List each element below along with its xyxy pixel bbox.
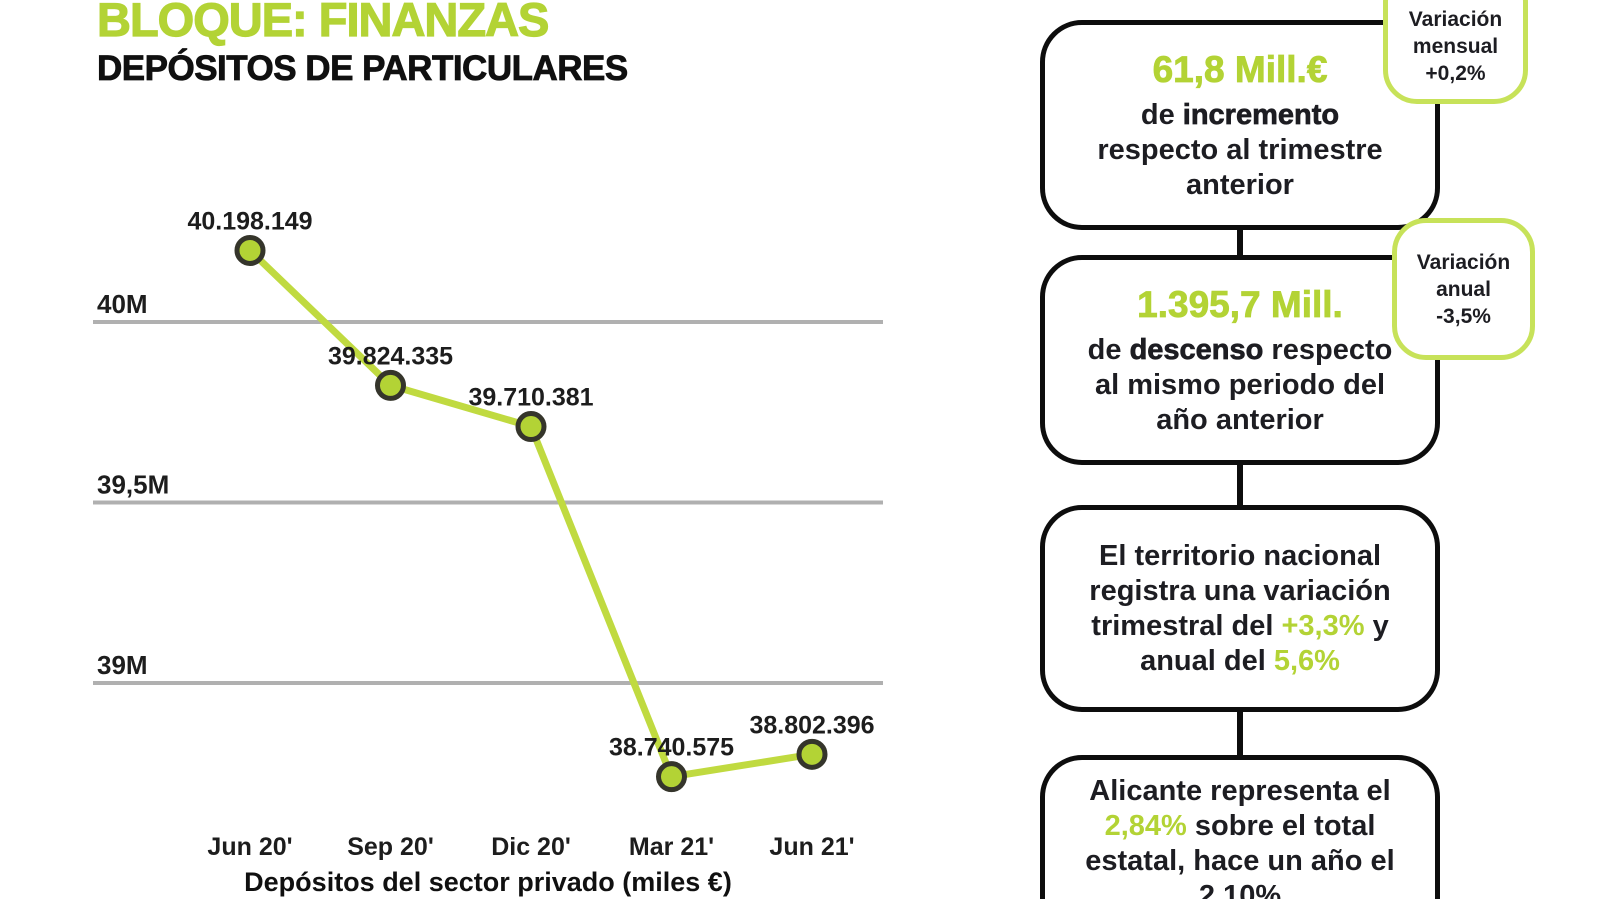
flow-box-annual-decrease-line-3: año anterior [1156, 403, 1324, 438]
flow-box-alicante-share-line-4: 2,10% [1199, 879, 1281, 899]
flow-box-quarterly-increase: 61,8 Mill.€ de incremento respecto al trim… [1040, 20, 1440, 230]
text-segment: 2,84% [1104, 810, 1187, 842]
y-tick-label: 39,5M [97, 470, 169, 500]
text-segment: y [1364, 609, 1389, 642]
text-segment: 2,10% [1198, 880, 1282, 899]
text-segment: anual del [1140, 644, 1274, 677]
flow-box-quarterly-increase-highlight: 61,8 Mill.€ [1152, 48, 1328, 90]
x-tick-label: Mar 21' [629, 833, 714, 861]
text-segment: El territorio nacional [1099, 539, 1381, 572]
deposits-line-chart: 40M 39,5M 39M 40.198.149 39.824.335 39.710.38… [93, 207, 883, 897]
block-title: BLOQUE: FINANZAS [96, 0, 550, 46]
data-point [375, 369, 406, 401]
connector-line-2 [1237, 463, 1243, 508]
data-point-label: 38.740.575 [609, 734, 734, 762]
connector-line-3 [1237, 710, 1243, 758]
flow-box-national-variation-line-2: registra una variación [1089, 574, 1390, 609]
text-segment: al mismo periodo del [1094, 368, 1386, 401]
data-point [234, 234, 266, 266]
x-axis-title: Depósitos del sector privado (miles €) [244, 867, 732, 897]
data-point-label: 39.824.335 [328, 342, 453, 370]
badge-annual-variation-label: Variación anual [1416, 250, 1511, 301]
page-title: DEPÓSITOS DE PARTICULARES [97, 49, 629, 89]
text-segment: trimestral del [1091, 609, 1282, 642]
flow-box-quarterly-increase-line-2: respecto al trimestre [1097, 133, 1382, 168]
text-segment: sobre el total [1186, 810, 1376, 842]
text-segment: respecto al trimestre [1097, 133, 1383, 166]
x-tick-label: Jun 21' [769, 833, 854, 861]
badge-annual-variation-value: -3,5% [1436, 304, 1491, 328]
flow-box-quarterly-increase-line-1: de incremento [1140, 98, 1340, 133]
flow-box-alicante-share: Alicante representa el 2,84% sobre el tot… [1040, 755, 1440, 899]
text-segment: incremento [1182, 98, 1340, 131]
flow-box-annual-decrease: 1.395,7 Mill. de descenso respecto al mism… [1040, 255, 1440, 465]
text-segment: respecto [1263, 333, 1393, 366]
text-segment: de [1087, 333, 1130, 366]
header: BLOQUE: FINANZAS DEPÓSITOS DE PARTICULAR… [96, 0, 629, 89]
data-point [515, 411, 547, 443]
data-point [656, 761, 687, 793]
text-segment: año anterior [1156, 403, 1324, 436]
x-tick-label: Dic 20' [491, 833, 571, 861]
flow-box-alicante-share-line-1: Alicante representa el [1089, 774, 1390, 809]
badge-monthly-variation: Variación mensual +0,2% [1383, 0, 1528, 104]
badge-monthly-variation-label: Variación mensual [1408, 8, 1503, 58]
flow-box-annual-decrease-line-1: de descenso respecto [1088, 333, 1393, 368]
flow-box-national-variation-line-4: anual del 5,6% [1140, 644, 1340, 679]
x-tick-label: Sep 20' [347, 833, 434, 861]
flow-box-alicante-share-line-2: 2,84% sobre el total [1105, 809, 1376, 844]
badge-monthly-variation-value: +0,2% [1425, 62, 1486, 85]
flow-box-alicante-share-line-3: estatal, hace un año el [1085, 844, 1394, 879]
flow-box-annual-decrease-highlight: 1.395,7 Mill. [1137, 283, 1343, 325]
data-point [796, 738, 828, 770]
y-tick-label: 40M [97, 289, 148, 319]
text-segment: Alicante representa el [1089, 775, 1391, 807]
text-segment: anterior [1186, 168, 1294, 201]
text-segment: de [1140, 98, 1183, 131]
flow-box-quarterly-increase-line-3: anterior [1186, 168, 1294, 203]
connector-line-1 [1237, 228, 1243, 258]
flow-box-annual-decrease-line-2: al mismo periodo del [1095, 368, 1385, 403]
flow-box-national-variation-line-3: trimestral del +3,3% y [1091, 609, 1388, 644]
deposits-line-chart-svg: 40M 39,5M 39M 40.198.149 39.824.335 39.710.38… [93, 207, 883, 897]
text-segment: descenso [1129, 333, 1264, 366]
data-point-label: 40.198.149 [187, 207, 312, 235]
badge-annual-variation: Variación anual -3,5% [1392, 218, 1535, 360]
flow-box-national-variation: El territorio nacional registra una varia… [1040, 505, 1440, 712]
data-point-label: 39.710.381 [468, 384, 593, 412]
flow-box-national-variation-line-1: El territorio nacional [1099, 539, 1381, 574]
x-tick-label: Jun 20' [207, 833, 292, 861]
text-segment: +3,3% [1281, 609, 1365, 642]
data-point-label: 38.802.396 [749, 711, 874, 739]
y-tick-label: 39M [97, 650, 148, 680]
text-segment: 5,6% [1273, 644, 1340, 677]
text-segment: estatal, hace un año el [1085, 845, 1395, 877]
text-segment: registra una variación [1089, 574, 1391, 607]
